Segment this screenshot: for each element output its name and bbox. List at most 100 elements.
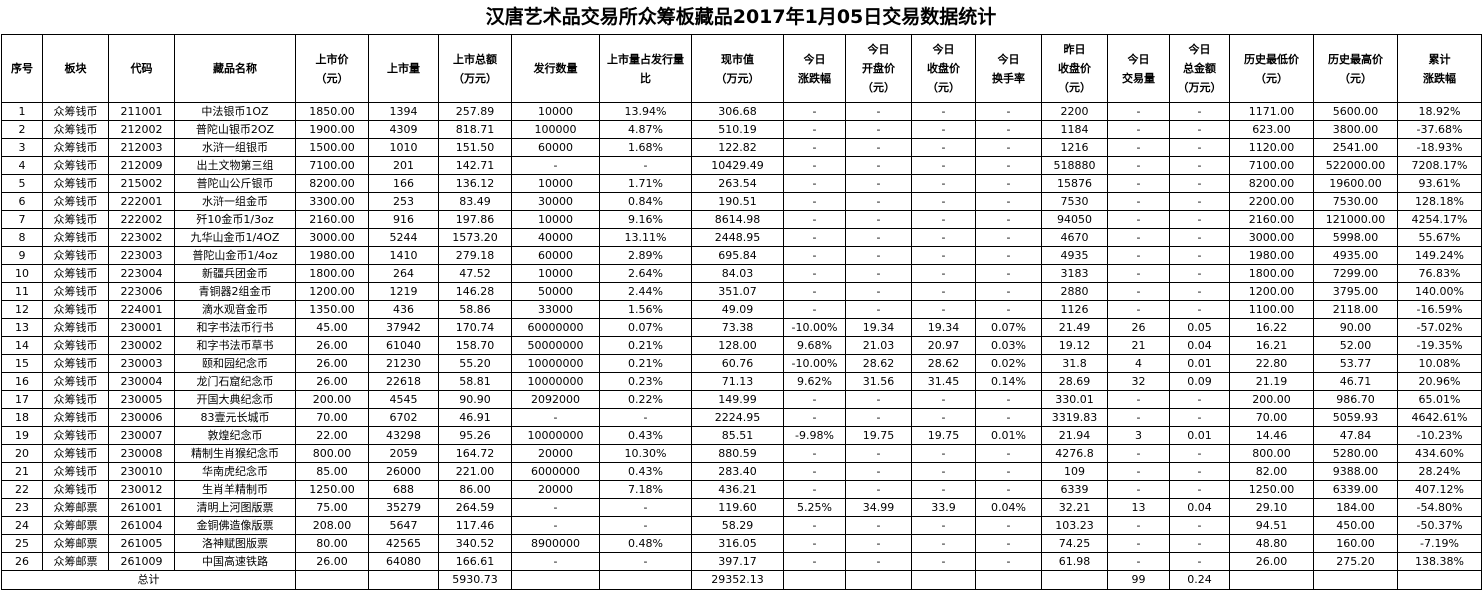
table-cell: - (975, 408, 1042, 427)
table-cell: 新疆兵团金币 (174, 264, 296, 283)
table-cell: 0.84% (599, 192, 692, 211)
table-cell: - (1107, 192, 1170, 211)
table-cell: 33000 (511, 300, 600, 319)
table-cell: 9.68% (783, 336, 846, 355)
table-cell: 21.19 (1229, 372, 1314, 391)
table-cell: 精制生肖猴纪念币 (174, 444, 296, 463)
table-cell: 223003 (108, 246, 175, 265)
table-cell: 450.00 (1313, 516, 1398, 535)
table-cell: - (1169, 462, 1230, 481)
column-header-line: 上市量 (387, 62, 420, 75)
table-cell: 230008 (108, 444, 175, 463)
table-cell: 257.89 (438, 102, 512, 121)
table-cell: - (1169, 138, 1230, 157)
table-cell: 22.00 (295, 426, 369, 445)
table-cell: 众筹钱币 (42, 462, 109, 481)
table-cell: 109 (1041, 462, 1108, 481)
table-cell: 20 (1, 444, 43, 463)
column-header-line: 累计 (1428, 52, 1451, 66)
table-cell: 敦煌纪念币 (174, 426, 296, 445)
table-cell: 212002 (108, 120, 175, 139)
table-cell: 197.86 (438, 210, 512, 229)
column-header: 累计 涨跌幅 (1397, 34, 1482, 103)
table-cell: - (599, 552, 692, 571)
table-cell: - (1107, 264, 1170, 283)
page-title: 汉唐艺术品交易所众筹板藏品2017年1月05日交易数据统计 (485, 6, 997, 28)
table-cell: 47.52 (438, 264, 512, 283)
table-footer: 总计 5930.73 29352.13 99 0.24 (1, 570, 1482, 590)
table-cell: 1394 (368, 102, 439, 121)
table-row: 1 众筹钱币 211001 中法银币1OZ 1850.00 1394 257.89 10000… (1, 102, 1482, 121)
table-cell: 9 (1, 246, 43, 265)
column-header: 历史最高价 （元） (1313, 34, 1398, 103)
table-cell: 0.07% (975, 318, 1042, 337)
table-cell: - (783, 480, 846, 499)
table-cell: - (975, 444, 1042, 463)
table-cell: -50.37% (1397, 516, 1482, 535)
table-cell: 众筹钱币 (42, 228, 109, 247)
table-cell: 224001 (108, 300, 175, 319)
table-cell: - (1107, 390, 1170, 409)
table-cell: - (511, 552, 600, 571)
table-cell: 916 (368, 210, 439, 229)
table-row: 25 众筹邮票 261005 洛神赋图版票 80.00 42565 340.52 890000… (1, 534, 1482, 553)
table-cell: 60000 (511, 246, 600, 265)
table-cell: - (783, 408, 846, 427)
column-header-line: 现市值 (721, 52, 754, 66)
table-cell: - (975, 282, 1042, 301)
column-header: 今日 交易量 (1107, 34, 1170, 103)
column-header-line: 今日 (1127, 52, 1150, 66)
table-cell: 166.61 (438, 552, 512, 571)
table-cell: 洛神赋图版票 (174, 534, 296, 553)
table-cell: 261001 (108, 498, 175, 517)
table-cell: 众筹钱币 (42, 354, 109, 373)
table-cell: - (1169, 228, 1230, 247)
table-cell: 1010 (368, 138, 439, 157)
table-cell: - (599, 498, 692, 517)
table-cell: 众筹钱币 (42, 372, 109, 391)
table-cell: 众筹钱币 (42, 318, 109, 337)
table-cell: 2224.95 (691, 408, 784, 427)
table-cell: 5998.00 (1313, 228, 1398, 247)
table-cell: 众筹钱币 (42, 300, 109, 319)
table-cell: - (845, 120, 912, 139)
table-cell: 31.45 (911, 372, 976, 391)
column-header: 板块 (42, 34, 109, 103)
table-cell: 12 (1, 300, 43, 319)
table-cell: 2.64% (599, 264, 692, 283)
table-row: 17 众筹钱币 230005 开国大典纪念币 200.00 4545 90.90 209200… (1, 390, 1482, 409)
table-cell: 2200.00 (1229, 192, 1314, 211)
column-header-line: 历史最低价 (1244, 52, 1299, 66)
table-cell: 212009 (108, 156, 175, 175)
table-cell: - (1169, 408, 1230, 427)
table-cell: 18.92% (1397, 102, 1482, 121)
table-cell: 19.34 (845, 318, 912, 337)
table-cell: - (783, 390, 846, 409)
table-cell: 众筹邮票 (42, 516, 109, 535)
table-cell: - (845, 102, 912, 121)
table-cell: - (783, 120, 846, 139)
table-cell: 222002 (108, 210, 175, 229)
table-cell: 歼10金币1/3oz (174, 210, 296, 229)
table-cell: - (911, 444, 976, 463)
column-header-line: 换手率 (992, 71, 1025, 85)
table-cell: 61040 (368, 336, 439, 355)
table-cell: 19.75 (845, 426, 912, 445)
table-cell: 4254.17% (1397, 210, 1482, 229)
table-cell: 73.38 (691, 318, 784, 337)
table-cell: - (1169, 390, 1230, 409)
column-header-line: 今日 (867, 43, 890, 56)
table-cell: - (975, 300, 1042, 319)
table-cell: 众筹钱币 (42, 390, 109, 409)
table-cell: - (911, 552, 976, 571)
table-cell: - (845, 480, 912, 499)
table-cell: 众筹钱币 (42, 246, 109, 265)
table-cell: -10.23% (1397, 426, 1482, 445)
table-cell: 众筹钱币 (42, 156, 109, 175)
table-cell: 1 (1, 102, 43, 121)
table-cell: 青铜器2组金币 (174, 282, 296, 301)
column-header: 今日 涨跌幅 (783, 34, 846, 103)
table-cell: 9.62% (783, 372, 846, 391)
table-cell: 3000.00 (295, 228, 369, 247)
table-cell: 0.01 (1169, 354, 1230, 373)
